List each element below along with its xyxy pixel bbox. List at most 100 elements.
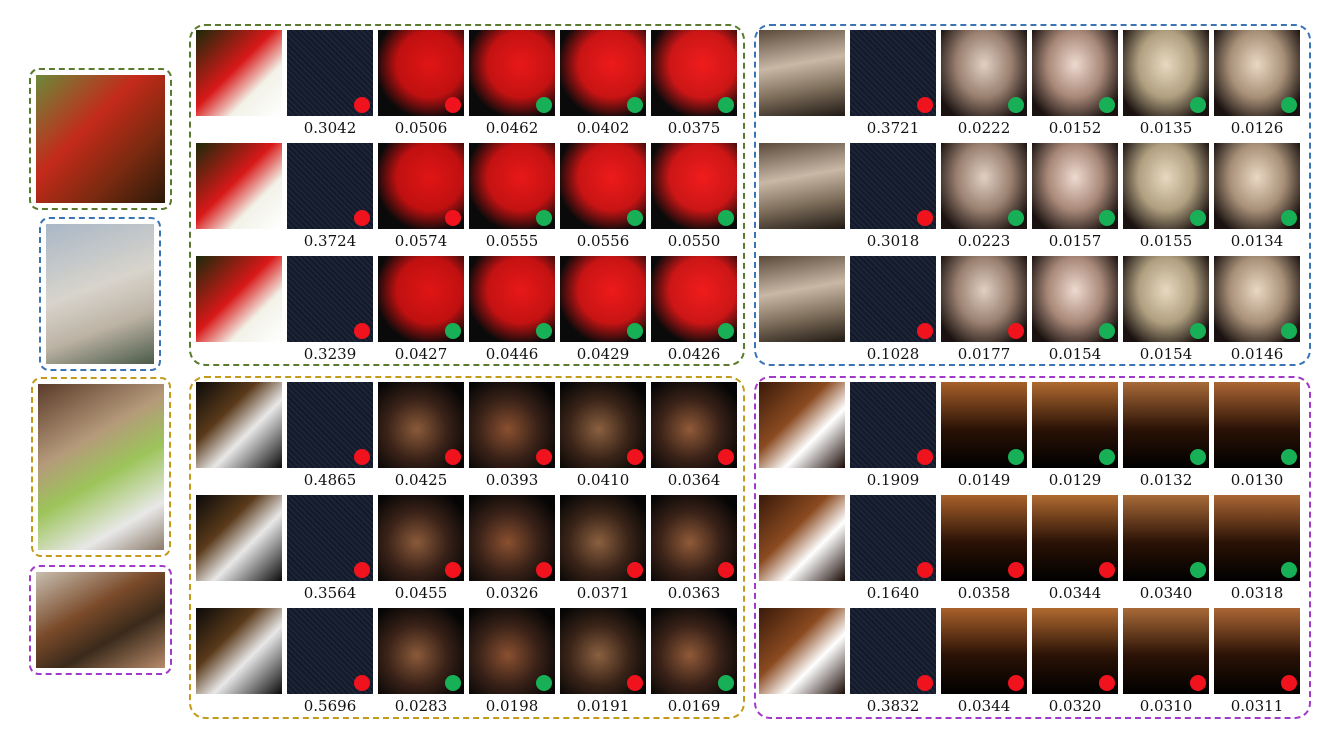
status-dot-green <box>1281 323 1297 339</box>
rooster-score-r1-c3: 0.0506 <box>394 119 448 137</box>
child-score-r1-c5: 0.0410 <box>576 471 630 489</box>
rooster-score-r1-c4: 0.0462 <box>485 119 539 137</box>
room-score-r3-c3: 0.0344 <box>957 697 1011 715</box>
room-score-r2-c5: 0.0340 <box>1139 584 1193 602</box>
status-dot-green <box>1099 323 1115 339</box>
room-tile-r1-c5 <box>1123 382 1209 468</box>
child-score-r2-c2: 0.3564 <box>303 584 357 602</box>
wolf-tile-r3-c1 <box>759 256 845 342</box>
status-dot-red <box>445 449 461 465</box>
child-tile-r3-c6 <box>651 608 737 694</box>
room-score-r1-c3: 0.0149 <box>957 471 1011 489</box>
rooster-score-r3-c2: 0.3239 <box>303 345 357 363</box>
source-image-child-frame <box>31 377 171 557</box>
room-tile-r2-c3 <box>941 495 1027 581</box>
child-score-r3-c4: 0.0198 <box>485 697 539 715</box>
status-dot-red <box>536 562 552 578</box>
source-image-rooster <box>36 75 165 203</box>
status-dot-green <box>1190 323 1206 339</box>
child-score-r3-c3: 0.0283 <box>394 697 448 715</box>
wolf-score-r1-c4: 0.0152 <box>1048 119 1102 137</box>
child-tile-r1-c3 <box>378 382 464 468</box>
status-dot-red <box>718 449 734 465</box>
room-score-r3-c6: 0.0311 <box>1230 697 1284 715</box>
group-frame-child <box>189 376 745 719</box>
wolf-tile-r2-c2 <box>850 143 936 229</box>
room-tile-r1-c3 <box>941 382 1027 468</box>
status-dot-red <box>917 210 933 226</box>
child-score-r3-c2: 0.5696 <box>303 697 357 715</box>
child-tile-r3-c5 <box>560 608 646 694</box>
source-image-child <box>38 384 164 550</box>
status-dot-red <box>917 675 933 691</box>
wolf-score-r2-c5: 0.0155 <box>1139 232 1193 250</box>
room-tile-r2-c5 <box>1123 495 1209 581</box>
child-score-r2-c3: 0.0455 <box>394 584 448 602</box>
room-score-r3-c5: 0.0310 <box>1139 697 1193 715</box>
wolf-tile-r3-c5 <box>1123 256 1209 342</box>
child-tile-r1-c5 <box>560 382 646 468</box>
status-dot-green <box>536 97 552 113</box>
rooster-score-r2-c2: 0.3724 <box>303 232 357 250</box>
wolf-tile-r1-c2 <box>850 30 936 116</box>
room-tile-r2-c4 <box>1032 495 1118 581</box>
status-dot-red <box>445 97 461 113</box>
status-dot-green <box>1008 210 1024 226</box>
status-dot-green <box>1099 449 1115 465</box>
child-tile-r2-c5 <box>560 495 646 581</box>
status-dot-green <box>1099 97 1115 113</box>
child-tile-r2-c4 <box>469 495 555 581</box>
child-score-r2-c6: 0.0363 <box>667 584 721 602</box>
rooster-tile-r2-c3 <box>378 143 464 229</box>
room-tile-r1-c4 <box>1032 382 1118 468</box>
status-dot-green <box>718 97 734 113</box>
rooster-score-r2-c6: 0.0550 <box>667 232 721 250</box>
status-dot-green <box>1190 562 1206 578</box>
source-image-wolf <box>46 224 154 364</box>
status-dot-red <box>1008 675 1024 691</box>
child-score-r1-c2: 0.4865 <box>303 471 357 489</box>
wolf-score-r3-c3: 0.0177 <box>957 345 1011 363</box>
status-dot-green <box>536 323 552 339</box>
status-dot-green <box>445 323 461 339</box>
status-dot-red <box>1099 675 1115 691</box>
rooster-tile-r2-c4 <box>469 143 555 229</box>
status-dot-green <box>1281 210 1297 226</box>
child-score-r1-c6: 0.0364 <box>667 471 721 489</box>
room-tile-r2-c1 <box>759 495 845 581</box>
child-score-r1-c3: 0.0425 <box>394 471 448 489</box>
status-dot-green <box>718 675 734 691</box>
status-dot-red <box>627 562 643 578</box>
wolf-score-r2-c3: 0.0223 <box>957 232 1011 250</box>
rooster-score-r2-c4: 0.0555 <box>485 232 539 250</box>
rooster-score-r1-c5: 0.0402 <box>576 119 630 137</box>
child-tile-r1-c6 <box>651 382 737 468</box>
wolf-score-r2-c2: 0.3018 <box>866 232 920 250</box>
source-image-room-frame <box>29 565 172 675</box>
room-score-r2-c3: 0.0358 <box>957 584 1011 602</box>
room-tile-r1-c2 <box>850 382 936 468</box>
room-score-r1-c4: 0.0129 <box>1048 471 1102 489</box>
room-tile-r1-c6 <box>1214 382 1300 468</box>
rooster-tile-r1-c3 <box>378 30 464 116</box>
wolf-tile-r3-c3 <box>941 256 1027 342</box>
child-tile-r2-c6 <box>651 495 737 581</box>
wolf-score-r2-c4: 0.0157 <box>1048 232 1102 250</box>
status-dot-green <box>718 323 734 339</box>
status-dot-red <box>354 210 370 226</box>
wolf-tile-r2-c6 <box>1214 143 1300 229</box>
child-score-r3-c6: 0.0169 <box>667 697 721 715</box>
status-dot-red <box>1281 675 1297 691</box>
room-score-r1-c2: 0.1909 <box>866 471 920 489</box>
rooster-tile-r1-c4 <box>469 30 555 116</box>
wolf-score-r1-c5: 0.0135 <box>1139 119 1193 137</box>
rooster-tile-r1-c2 <box>287 30 373 116</box>
status-dot-red <box>536 449 552 465</box>
wolf-tile-r3-c6 <box>1214 256 1300 342</box>
rooster-tile-r1-c6 <box>651 30 737 116</box>
room-tile-r3-c3 <box>941 608 1027 694</box>
status-dot-green <box>1099 210 1115 226</box>
rooster-tile-r2-c6 <box>651 143 737 229</box>
status-dot-red <box>627 449 643 465</box>
room-score-r1-c5: 0.0132 <box>1139 471 1193 489</box>
